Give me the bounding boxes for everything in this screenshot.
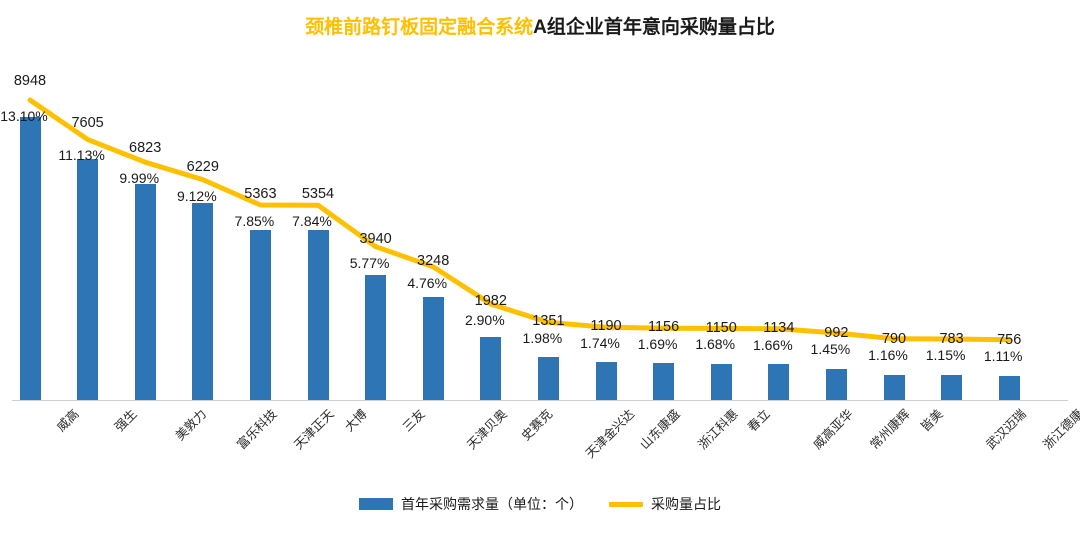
legend-label: 首年采购需求量（单位：个） [401, 496, 583, 512]
legend-bar-swatch-icon [359, 498, 393, 510]
x-axis-label: 浙江科惠 [695, 406, 741, 453]
percent-value-label: 9.99% [119, 170, 160, 187]
legend-label: 采购量占比 [651, 496, 721, 512]
bar [825, 368, 847, 400]
x-axis-label: 美敦力 [173, 406, 210, 444]
x-axis-label: 山东康盛 [637, 406, 683, 453]
x-axis-label: 浙江德康 [1040, 406, 1080, 453]
bar [480, 337, 502, 400]
x-axis-label: 天津贝奥 [464, 406, 510, 453]
x-axis-label: 强生 [111, 406, 140, 435]
x-axis-label: 春立 [745, 406, 773, 435]
bar-value-label: 6823 [129, 139, 162, 156]
bar-value-label: 5354 [301, 186, 335, 203]
percent-value-label: 2.90% [464, 312, 505, 328]
percent-value-label: 1.15% [925, 347, 966, 363]
percent-value-label: 1.98% [522, 330, 563, 347]
bar-value-label: 1134 [763, 320, 795, 337]
x-axis-label: 威高亚华 [810, 406, 856, 453]
x-axis-label: 威高 [54, 406, 82, 435]
plot-area: 8948 7605 6823 6229 5363 5354 3940 3248 1982 1351… [0, 48, 1080, 400]
page-title: 颈椎前路钉板固定融合系统A组企业首年意向采购量占比 [0, 12, 1080, 39]
percent-value-label: 5.77% [349, 254, 390, 271]
title-main-text: A组企业首年意向采购量占比 [533, 17, 775, 38]
percent-value-label: 1.68% [695, 336, 736, 353]
bar-value-label: 3940 [359, 231, 392, 248]
percent-value-label: 1.69% [637, 336, 678, 353]
percent-value-label: 1.66% [752, 336, 793, 353]
data-labels-layer: 8948 7605 6823 6229 5363 5354 3940 3248 1982 1351… [0, 48, 1080, 400]
chart-legend: 首年采购需求量（单位：个） 采购量占比 [0, 494, 1080, 514]
bar [941, 375, 963, 400]
bar-value-label: 7605 [71, 115, 104, 132]
legend-item[interactable]: 首年采购需求量（单位：个） [359, 494, 583, 514]
bar-value-label: 8948 [13, 72, 47, 89]
percent-value-label: 4.76% [407, 274, 448, 291]
x-axis-line [12, 400, 1068, 401]
bar [537, 357, 559, 400]
percent-value-label: 7.84% [292, 213, 332, 230]
bar-value-label: 1982 [474, 293, 507, 310]
x-axis-label: 武汉迈瑞 [983, 406, 1029, 453]
bar [595, 362, 617, 400]
bar [768, 364, 790, 400]
percent-value-label: 1.11% [983, 347, 1023, 364]
legend-item[interactable]: 采购量占比 [609, 494, 721, 514]
bar-value-label: 1190 [590, 318, 622, 335]
title-accent-text: 颈椎前路钉板固定融合系统 [305, 17, 534, 38]
bar-value-label: 756 [997, 332, 1022, 349]
percent-value-label: 13.10% [0, 108, 48, 124]
percent-value-label: 1.74% [580, 335, 620, 352]
x-axis-label: 大博 [342, 406, 370, 435]
x-axis-label: 史赛克 [518, 406, 556, 444]
x-axis-label: 天津正天 [291, 406, 338, 453]
bar-value-label: 3248 [417, 253, 450, 270]
percent-value-label: 1.45% [810, 341, 851, 357]
percent-value-label: 9.12% [176, 187, 217, 204]
x-axis-label: 天津金兴达 [583, 406, 638, 461]
bar [653, 363, 675, 400]
percent-value-label: 7.85% [234, 213, 275, 229]
bar-value-label: 992 [824, 324, 849, 341]
x-axis-label: 常州康辉 [867, 406, 914, 453]
x-axis-label: 皆美 [918, 406, 946, 435]
x-axis-category-labels: 威高 强生 美敦力 富乐科技 天津正天 大博 三友 天津贝奥 史赛克 天津金兴达 山东康盛 浙江科惠春… [0, 404, 1080, 484]
bar [883, 374, 905, 400]
legend-line-swatch-icon [609, 501, 643, 507]
percent-value-label: 11.13% [58, 147, 105, 164]
bar-value-label: 790 [881, 330, 907, 347]
bar-value-label: 783 [939, 331, 964, 348]
percent-value-label: 1.16% [868, 346, 908, 363]
bar-value-label: 5363 [244, 186, 277, 203]
x-axis-label: 三友 [399, 406, 428, 435]
bar-value-label: 1150 [705, 319, 737, 336]
bar [998, 376, 1020, 400]
bar [710, 363, 732, 400]
bar-value-label: 1351 [532, 313, 565, 330]
x-axis-label: 富乐科技 [234, 406, 280, 453]
bar-value-label: 1156 [648, 319, 680, 336]
bar-value-label: 6229 [186, 158, 219, 175]
